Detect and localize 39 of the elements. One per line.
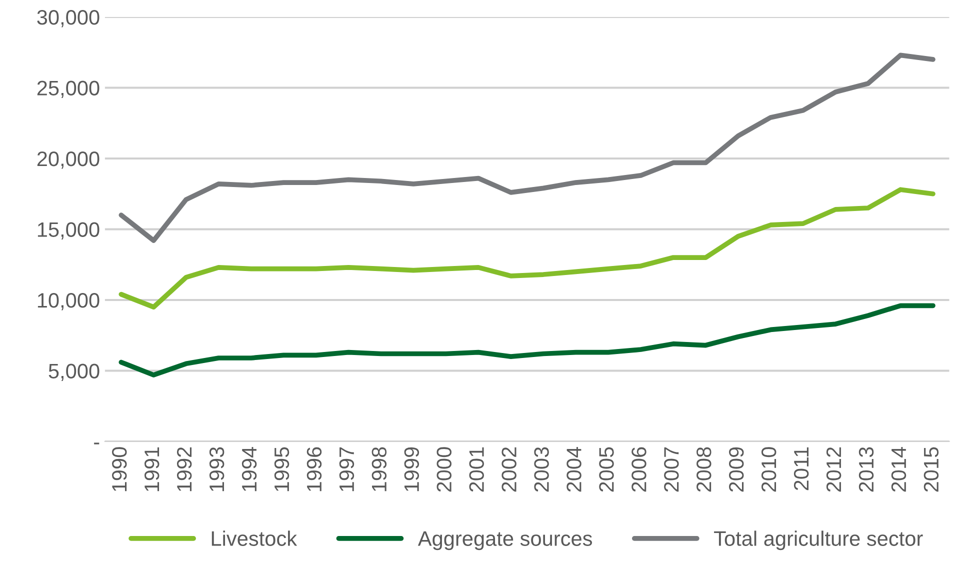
x-tick-label: 1993 xyxy=(209,447,224,492)
y-tick-label: - xyxy=(94,442,100,444)
x-tick-label: 2014 xyxy=(891,446,906,492)
line-series xyxy=(118,187,936,310)
x-tick-label: 2003 xyxy=(534,447,549,492)
legend-label: Aggregate sources xyxy=(418,531,592,550)
y-tick-label: 25,000 xyxy=(37,80,100,98)
legend-label: Total agriculture sector xyxy=(714,530,923,550)
x-tick-label: 2000 xyxy=(436,447,452,492)
x-tick-label: 1999 xyxy=(404,447,420,492)
y-tick-label: 15,000 xyxy=(38,222,100,240)
x-tick-label: 2008 xyxy=(696,447,712,492)
x-tick-label: 2004 xyxy=(566,446,582,492)
x-tick-label: 2007 xyxy=(664,447,679,492)
x-tick-label: 2002 xyxy=(502,447,516,492)
y-tick-label: 30,000 xyxy=(37,10,100,28)
x-tick-label: 2005 xyxy=(599,447,614,492)
x-tick-label: 2006 xyxy=(632,447,646,492)
x-tick-label: 1991 xyxy=(144,447,160,492)
x-tick-label: 1995 xyxy=(274,447,290,492)
x-tick-label: 2013 xyxy=(858,447,874,492)
line-series xyxy=(118,52,936,243)
x-tick-label: 2011 xyxy=(794,447,809,490)
x-tick-label: 1998 xyxy=(372,447,387,492)
y-tick-label: 5,000 xyxy=(48,364,100,381)
x-tick-label: 1997 xyxy=(339,447,354,492)
x-tick-label: 2009 xyxy=(728,447,744,492)
x-tick-label: 2012 xyxy=(826,447,842,492)
line-series xyxy=(118,303,936,378)
x-tick-label: 1994 xyxy=(242,446,257,492)
y-tick-label: 20,000 xyxy=(37,151,100,169)
y-tick-label: 10,000 xyxy=(38,292,100,310)
x-tick-label: 2010 xyxy=(761,447,776,492)
legend-label: Livestock xyxy=(212,530,298,546)
x-tick-label: 1990 xyxy=(112,447,127,492)
x-tick-label: 1996 xyxy=(306,447,322,492)
x-tick-label: 2015 xyxy=(924,447,939,492)
x-tick-label: 2001 xyxy=(469,447,484,492)
x-tick-label: 1992 xyxy=(176,447,192,492)
